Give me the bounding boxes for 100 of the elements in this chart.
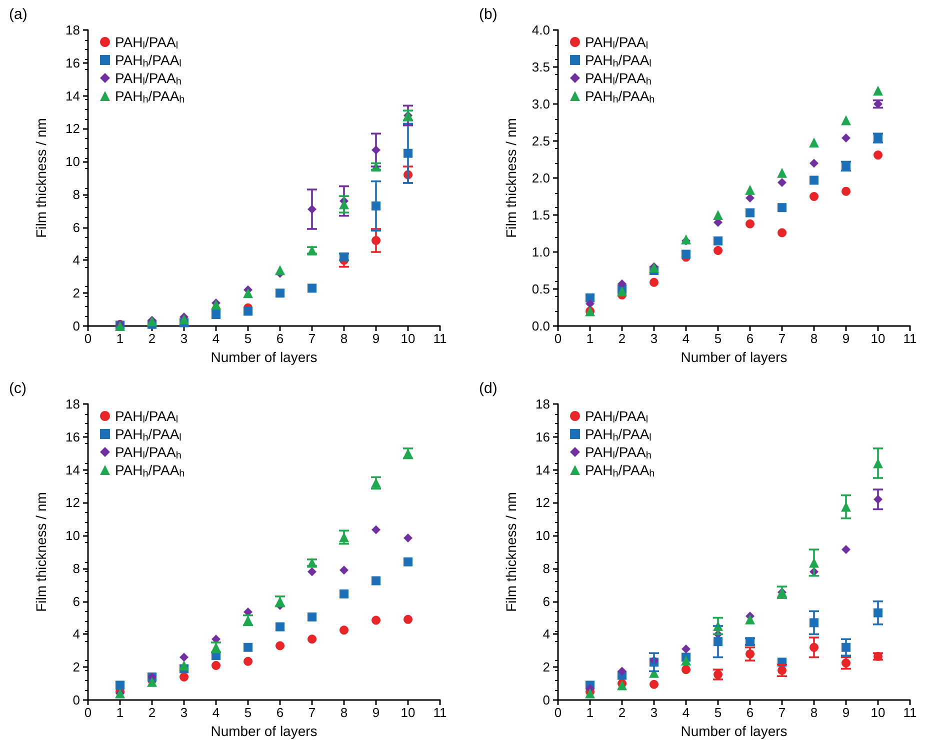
point (810, 158, 818, 168)
x-tick-label: 0 (554, 705, 562, 720)
y-tick-label: 6 (542, 594, 550, 609)
x-axis-title: Number of layers (680, 348, 788, 365)
point (586, 299, 594, 308)
y-tick-label: 6 (72, 594, 80, 609)
x-tick-label: 11 (433, 331, 447, 346)
y-tick-label: 4 (72, 626, 80, 642)
point (617, 286, 627, 296)
x-tick-label: 2 (618, 705, 626, 720)
point (276, 288, 284, 298)
x-tick-label: 6 (276, 705, 284, 720)
point (777, 168, 787, 178)
x-tick-label: 4 (682, 705, 690, 720)
point (340, 566, 348, 575)
point (618, 279, 626, 288)
point (745, 184, 755, 195)
x-tick-label: 3 (650, 705, 658, 720)
point (810, 176, 818, 185)
x-tick-label: 7 (308, 705, 316, 720)
point (243, 288, 253, 298)
x-tick-label: 2 (148, 331, 156, 346)
point (682, 644, 690, 654)
y-tick-label: 16 (66, 429, 80, 444)
y-tick-label: 0.0 (532, 318, 550, 334)
point (308, 612, 316, 622)
x-tick-label: 11 (433, 705, 447, 720)
y-tick-label: 2.5 (532, 134, 550, 148)
y-tick-label: 1.5 (532, 208, 550, 222)
point (778, 203, 786, 212)
y-tick-label: 12 (536, 495, 550, 510)
x-tick-label: 5 (244, 331, 252, 346)
point (211, 300, 221, 310)
y-tick-label: 18 (66, 22, 80, 38)
x-tick-label: 3 (180, 705, 188, 720)
point (116, 680, 124, 690)
point (809, 137, 819, 148)
x-tick-label: 6 (276, 331, 284, 346)
point (714, 236, 722, 246)
x-tick-label: 8 (810, 331, 818, 346)
x-tick-label: 7 (308, 331, 316, 346)
x-tick-label: 5 (244, 705, 252, 720)
chart-title: (d) (479, 380, 498, 397)
x-tick-label: 11 (903, 331, 917, 346)
point (778, 228, 786, 238)
y-tick-label: 2 (72, 660, 80, 675)
point (842, 186, 850, 196)
point (682, 250, 690, 259)
point (179, 314, 189, 324)
point (713, 210, 723, 220)
point (212, 310, 220, 319)
x-tick-label: 3 (650, 331, 658, 346)
x-tick-label: 8 (340, 705, 348, 720)
point (308, 634, 316, 644)
point (276, 641, 284, 650)
x-tick-label: 1 (586, 705, 594, 720)
point (180, 652, 188, 662)
point (842, 545, 850, 554)
point (746, 208, 754, 218)
point (372, 576, 380, 586)
y-tick-label: 14 (66, 88, 80, 104)
point (179, 660, 189, 670)
point (778, 178, 786, 187)
x-tick-label: 9 (842, 705, 850, 720)
y-axis-title: Film thickness / nm (33, 492, 49, 612)
y-tick-label: 14 (66, 462, 80, 478)
x-tick-label: 5 (714, 331, 722, 346)
y-tick-label: 18 (536, 396, 550, 412)
y-axis-title: Film thickness / nm (503, 118, 519, 238)
point (874, 150, 882, 160)
y-tick-label: 0 (72, 692, 80, 708)
point (276, 622, 284, 632)
x-axis-title: Number of layers (210, 348, 318, 365)
y-tick-label: 8 (542, 560, 550, 576)
x-tick-label: 2 (148, 705, 156, 720)
y-tick-label: 1.0 (532, 244, 550, 260)
y-tick-label: 10 (536, 528, 550, 544)
y-tick-label: 2 (542, 660, 550, 675)
point (340, 626, 348, 635)
x-tick-label: 10 (400, 705, 416, 720)
y-tick-label: 10 (66, 154, 80, 170)
point (212, 660, 220, 670)
y-tick-label: 18 (66, 396, 80, 412)
point (372, 525, 380, 534)
y-tick-label: 4 (72, 252, 80, 268)
y-tick-label: 6 (72, 220, 80, 235)
x-tick-label: 7 (778, 705, 786, 720)
point (714, 246, 722, 256)
x-tick-label: 11 (903, 705, 917, 720)
point (842, 134, 850, 143)
point (650, 680, 658, 689)
y-tick-label: 12 (66, 121, 80, 136)
x-tick-label: 2 (618, 331, 626, 346)
x-tick-label: 8 (810, 705, 818, 720)
point (404, 614, 412, 624)
y-tick-label: 4.0 (532, 22, 550, 38)
x-tick-label: 6 (746, 705, 754, 720)
chart-title: (a) (9, 6, 28, 23)
point (681, 656, 691, 666)
y-tick-label: 2.0 (532, 170, 550, 186)
